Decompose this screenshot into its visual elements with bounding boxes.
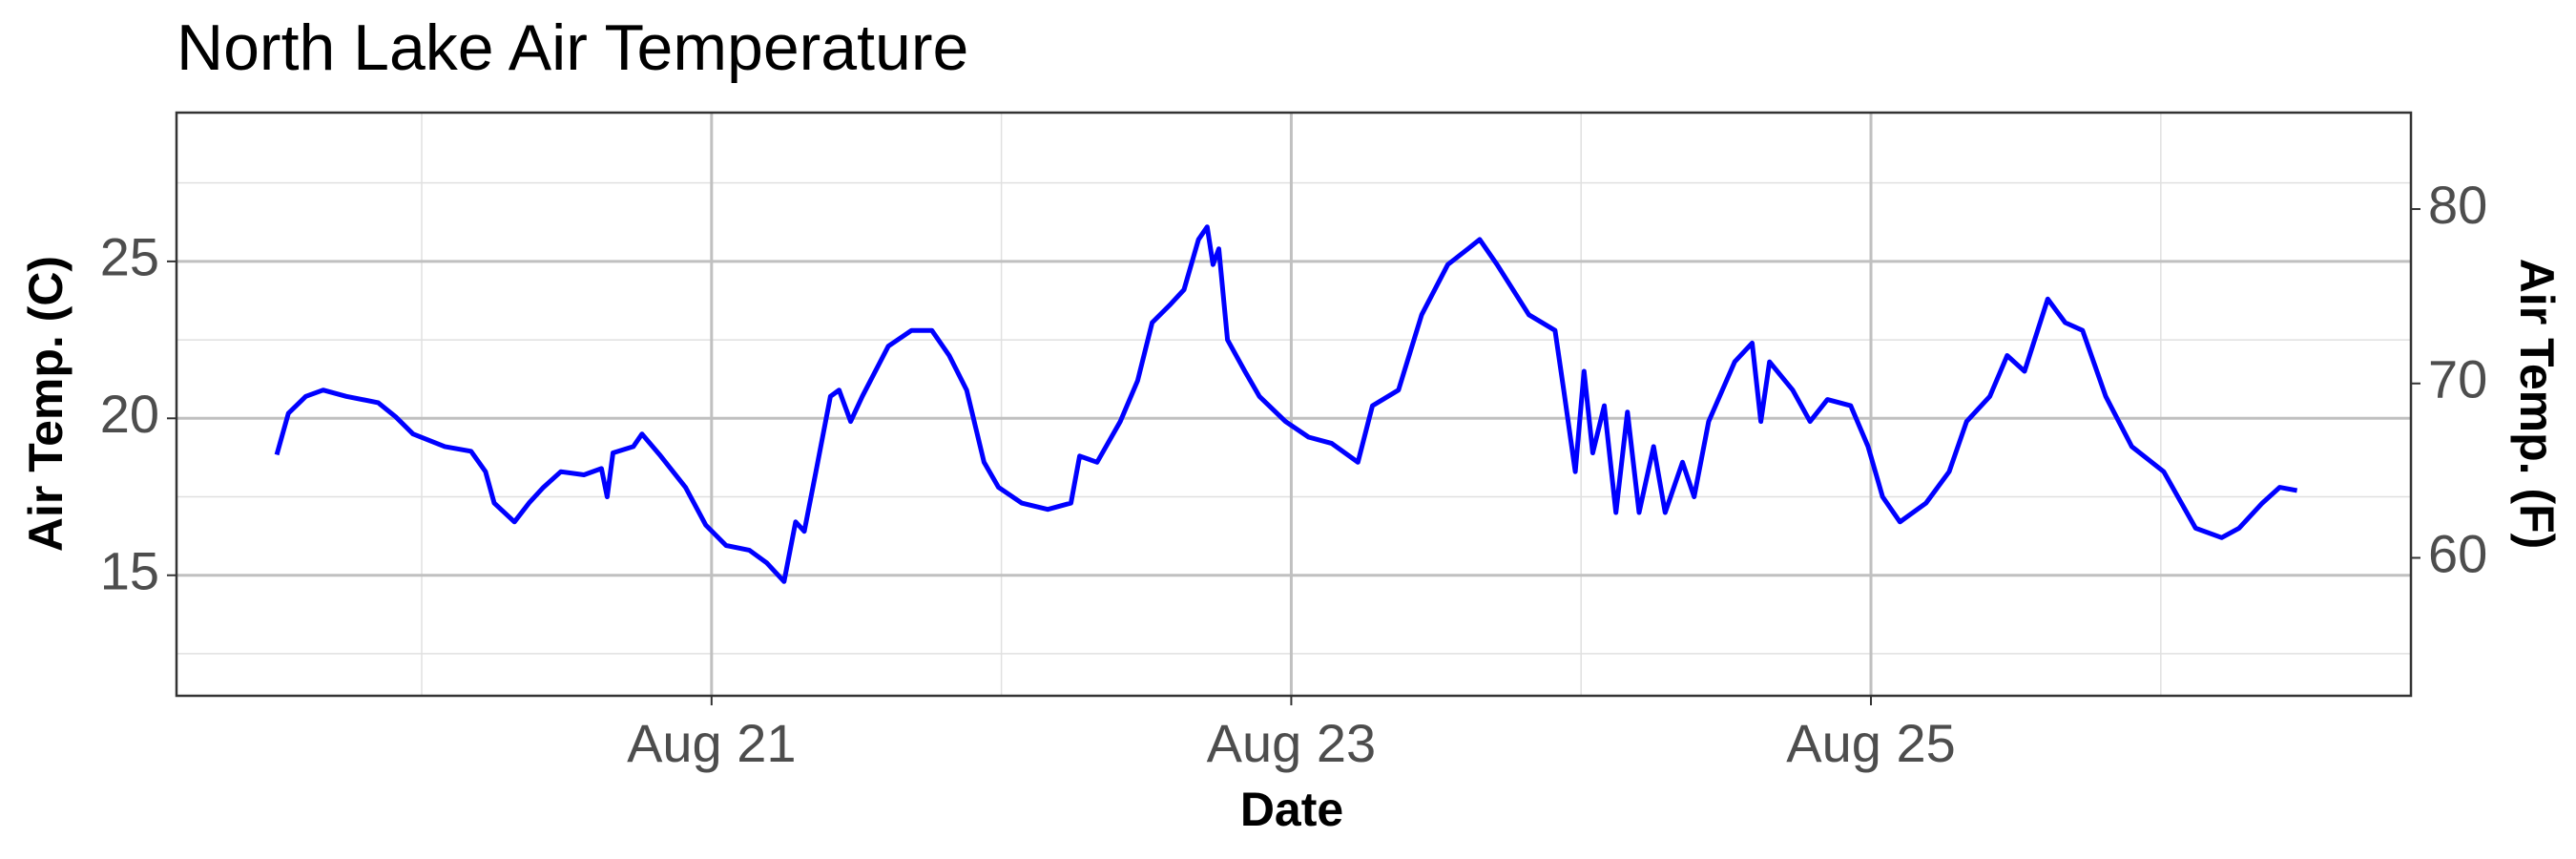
x-tick-label: Aug 23: [1207, 713, 1377, 773]
plot-frame: [175, 111, 2413, 698]
y2-tick-label: 80: [2428, 175, 2487, 235]
y2-axis-title: Air Temp. (F): [2510, 259, 2564, 550]
data-line: [274, 224, 2298, 584]
y2-tick-label: 60: [2428, 523, 2487, 583]
x-tick-label: Aug 21: [627, 713, 797, 773]
y-tick-label: 20: [100, 384, 159, 444]
y2-tick-label: 70: [2428, 349, 2487, 409]
x-tick-label: Aug 25: [1786, 713, 1956, 773]
y-tick-label: 15: [100, 541, 159, 601]
y-tick-label: 25: [100, 227, 159, 287]
x-axis-title: Date: [1240, 783, 1343, 836]
y-axis-title: Air Temp. (C): [19, 256, 73, 552]
chart-title: North Lake Air Temperature: [177, 11, 968, 84]
